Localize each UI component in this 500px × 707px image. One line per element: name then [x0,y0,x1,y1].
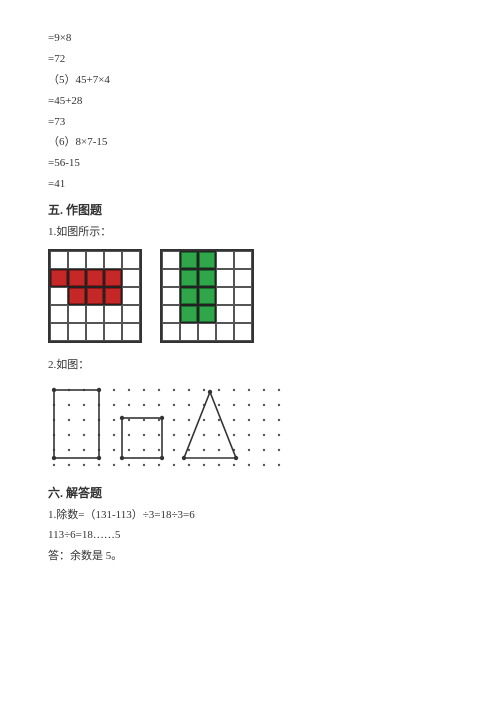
grid-cell [122,269,140,287]
calc-line: （5）45+7×4 [48,70,452,91]
grid-cell [234,269,252,287]
grid-cell [86,269,104,287]
grid-cell [50,323,68,341]
grid-cell [198,251,216,269]
grid-cell [68,287,86,305]
answer-line: 1.除数=（131-113）÷3=18÷3=6 [48,505,452,526]
answer-line: 113÷6=18……5 [48,525,452,546]
answer-line: 答：余数是 5。 [48,546,452,567]
grid-cell [162,305,180,323]
grid-cell [180,323,198,341]
calc-line: =41 [48,174,452,195]
grid-cell [122,305,140,323]
grid-cell [50,251,68,269]
grid-cell [104,287,122,305]
grid-cell [162,323,180,341]
grid-cell [68,269,86,287]
grid-cell [216,287,234,305]
grid-cell [180,269,198,287]
grid-cell [104,323,122,341]
calc-line: （6）8×7-15 [48,132,452,153]
grid-cell [234,251,252,269]
grid-cell [162,269,180,287]
grid-cell [198,323,216,341]
grid-cell [216,323,234,341]
grid-cell [122,323,140,341]
grid-cell [198,287,216,305]
figure-1 [48,249,452,343]
grid-cell [86,251,104,269]
grid-cell [68,323,86,341]
section5-title: 五. 作图题 [48,199,452,222]
grid-cell [68,305,86,323]
figure-2 [48,384,288,470]
grid-cell [216,305,234,323]
grid-cell [68,251,86,269]
grid-cell [50,305,68,323]
grid-cell [216,269,234,287]
calc-line: =45+28 [48,91,452,112]
section5-item1: 1.如图所示： [48,222,452,243]
grid-cell [50,287,68,305]
grid-red [48,249,142,343]
grid-cell [162,287,180,305]
grid-cell [198,269,216,287]
grid-cell [122,251,140,269]
grid-cell [86,323,104,341]
section5-item2: 2.如图： [48,355,452,376]
grid-cell [162,251,180,269]
grid-green [160,249,254,343]
grid-cell [86,287,104,305]
grid-cell [180,251,198,269]
page: =9×8 =72 （5）45+7×4 =45+28 =73 （6）8×7-15 … [0,0,500,707]
grid-cell [234,305,252,323]
grid-cell [104,305,122,323]
grid-cell [198,305,216,323]
calc-line: =73 [48,112,452,133]
grid-cell [234,287,252,305]
grid-cell [122,287,140,305]
grid-cell [104,251,122,269]
grid-cell [86,305,104,323]
calc-line: =9×8 [48,28,452,49]
grid-cell [180,287,198,305]
calc-line: =56-15 [48,153,452,174]
grid-cell [234,323,252,341]
grid-cell [50,269,68,287]
grid-cell [216,251,234,269]
grid-cell [104,269,122,287]
calc-line: =72 [48,49,452,70]
section6-title: 六. 解答题 [48,482,452,505]
grid-cell [180,305,198,323]
